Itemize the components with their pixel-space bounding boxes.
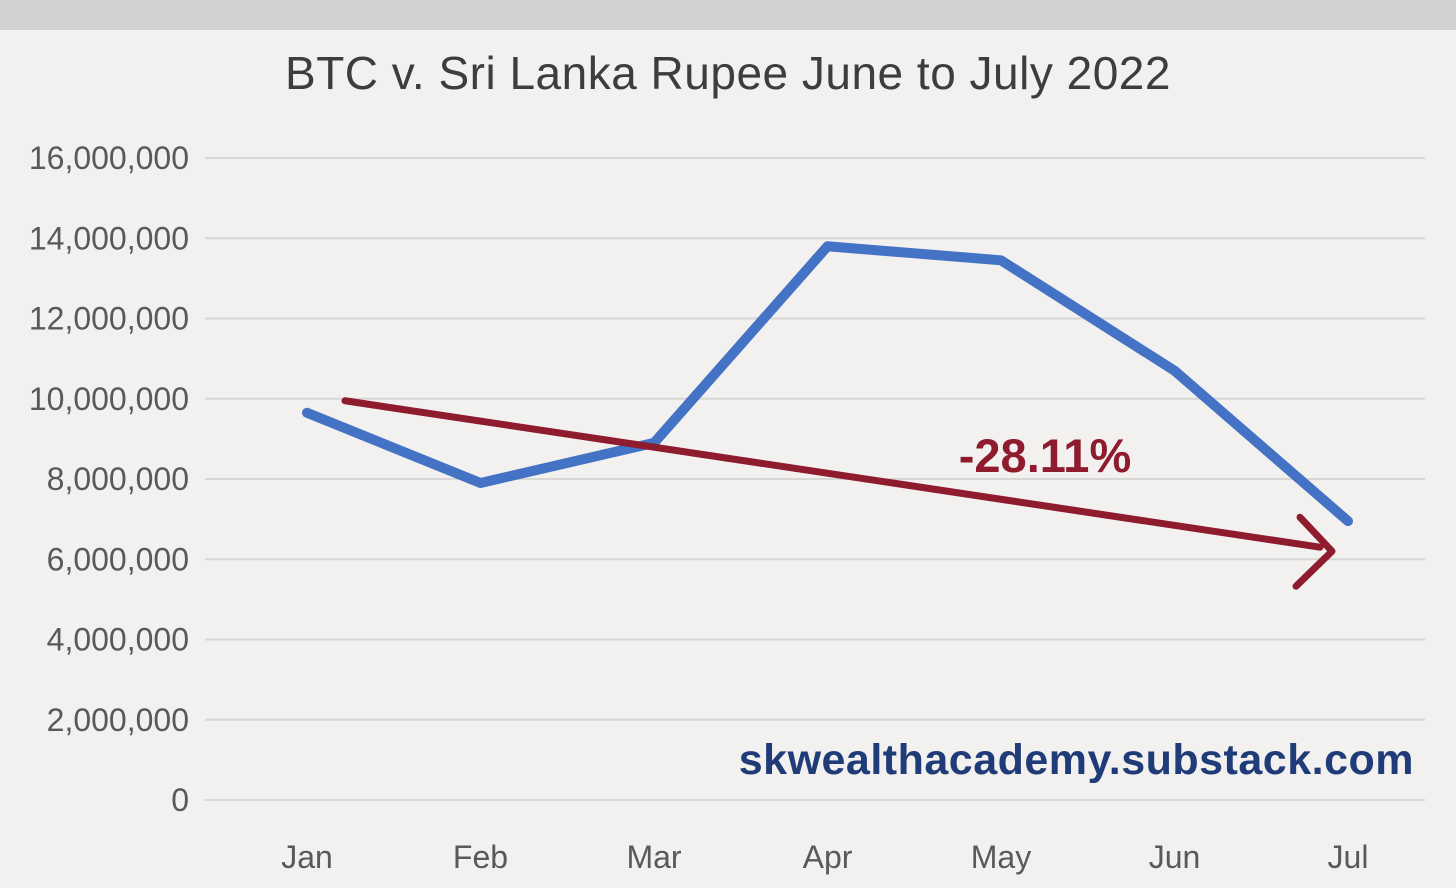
x-axis-tick-label: Jan (281, 839, 333, 875)
trend-arrow-head (1292, 513, 1336, 590)
top-bar (0, 0, 1456, 30)
x-axis-tick-label: Jul (1328, 839, 1369, 875)
percent-change-annotation: -28.11% (958, 429, 1132, 482)
watermark-text: skwealthacademy.substack.com (738, 736, 1414, 784)
y-axis-tick-label: 2,000,000 (47, 702, 189, 738)
chart-title: BTC v. Sri Lanka Rupee June to July 2022 (285, 47, 1171, 99)
y-axis-tick-label: 6,000,000 (47, 541, 189, 577)
y-axis-tick-label: 16,000,000 (29, 140, 189, 176)
x-axis-tick-label: May (971, 839, 1031, 875)
x-axis-tick-label: Apr (803, 839, 853, 875)
btc-line-series (302, 241, 1353, 527)
y-axis-tick-label: 14,000,000 (29, 220, 189, 256)
y-axis-tick-label: 12,000,000 (29, 301, 189, 337)
x-axis-tick-label: Feb (453, 839, 508, 875)
x-axis-tick-label: Mar (626, 839, 681, 875)
y-axis-tick-label: 10,000,000 (29, 381, 189, 417)
y-axis-tick-label: 0 (171, 782, 189, 818)
trend-arrow-line (341, 397, 1324, 551)
x-axis-tick-label: Jun (1149, 839, 1201, 875)
y-axis-tick-label: 4,000,000 (47, 622, 189, 658)
y-axis-tick-label: 8,000,000 (47, 461, 189, 497)
